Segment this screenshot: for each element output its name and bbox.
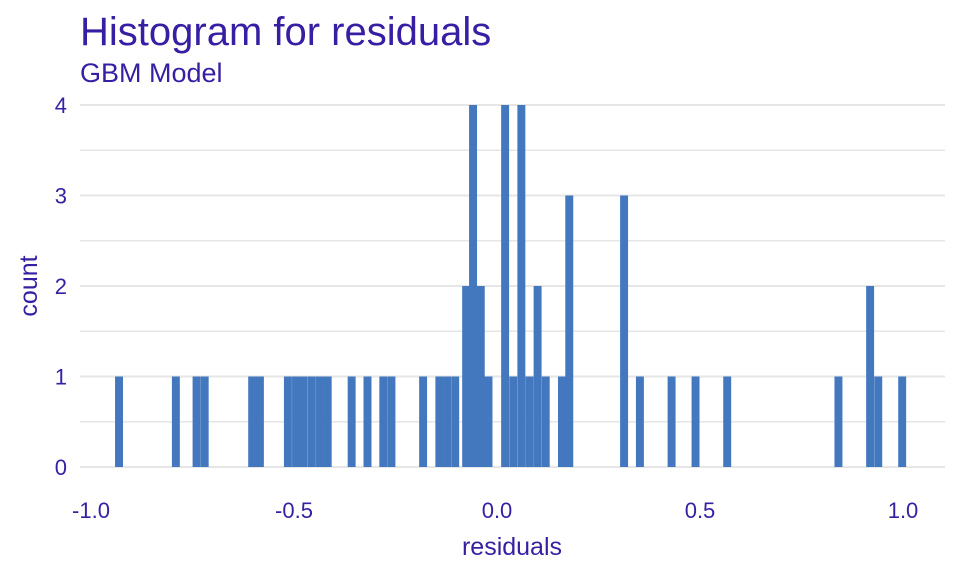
histogram-bar [667, 376, 676, 467]
x-tick-label: -1.0 [72, 498, 110, 523]
histogram-bar [419, 376, 428, 467]
histogram-bar [866, 286, 875, 467]
histogram-bar [347, 376, 356, 467]
y-tick-label: 3 [55, 184, 67, 209]
histogram-bar [898, 376, 907, 467]
histogram-bar [620, 195, 629, 467]
histogram-bar [484, 376, 493, 467]
chart-subtitle: GBM Model [80, 58, 223, 88]
histogram-bar [691, 376, 700, 467]
x-tick-label: 0.5 [685, 498, 716, 523]
y-tick-label: 0 [55, 455, 67, 480]
histogram-bar [363, 376, 372, 467]
histogram-bar [509, 376, 518, 467]
histogram-bar [469, 105, 478, 467]
histogram-bar [476, 286, 485, 467]
histogram-bar [255, 376, 264, 467]
histogram-bar [443, 376, 452, 467]
histogram-bar [462, 286, 471, 467]
histogram-bar [517, 105, 526, 467]
histogram-bar [379, 376, 388, 467]
x-tick-label: 0.0 [482, 498, 513, 523]
histogram-bar [323, 376, 332, 467]
x-tick-label: -0.5 [275, 498, 313, 523]
grid-lines [80, 104, 945, 468]
histogram-bar [192, 376, 201, 467]
histogram-bar [292, 376, 301, 467]
x-tick-label: 1.0 [888, 498, 919, 523]
histogram-bar [248, 376, 257, 467]
y-tick-label: 1 [55, 365, 67, 390]
x-axis-label: residuals [462, 533, 562, 561]
histogram-bar [316, 376, 324, 467]
histogram-bar [557, 376, 566, 467]
histogram-bar [387, 376, 396, 467]
y-axis-label: count [15, 255, 43, 316]
x-axis-ticks: -1.0 -0.5 0.0 0.5 1.0 [72, 498, 918, 523]
histogram-bar [200, 376, 209, 467]
histogram-bar [115, 376, 123, 467]
histogram-bar [501, 105, 510, 467]
histogram-bar [565, 195, 574, 467]
histogram-bar [874, 376, 883, 467]
histogram-bar [283, 376, 292, 467]
histogram-bar [834, 376, 843, 467]
chart-title: Histogram for residuals [80, 10, 492, 54]
histogram-bar [307, 376, 316, 467]
histogram-bar [635, 376, 644, 467]
histogram-bar [525, 376, 534, 467]
histogram-bar [541, 376, 550, 467]
histogram-bar [723, 376, 732, 467]
y-tick-label: 4 [55, 93, 67, 118]
histogram-bar [533, 286, 542, 467]
histogram-bar [299, 376, 308, 467]
histogram-bar [171, 376, 180, 467]
histogram-bars [115, 105, 907, 467]
y-axis-ticks: 0 1 2 3 4 [55, 93, 67, 480]
histogram-bar [435, 376, 444, 467]
histogram-bar [451, 376, 460, 467]
y-tick-label: 2 [55, 274, 67, 299]
